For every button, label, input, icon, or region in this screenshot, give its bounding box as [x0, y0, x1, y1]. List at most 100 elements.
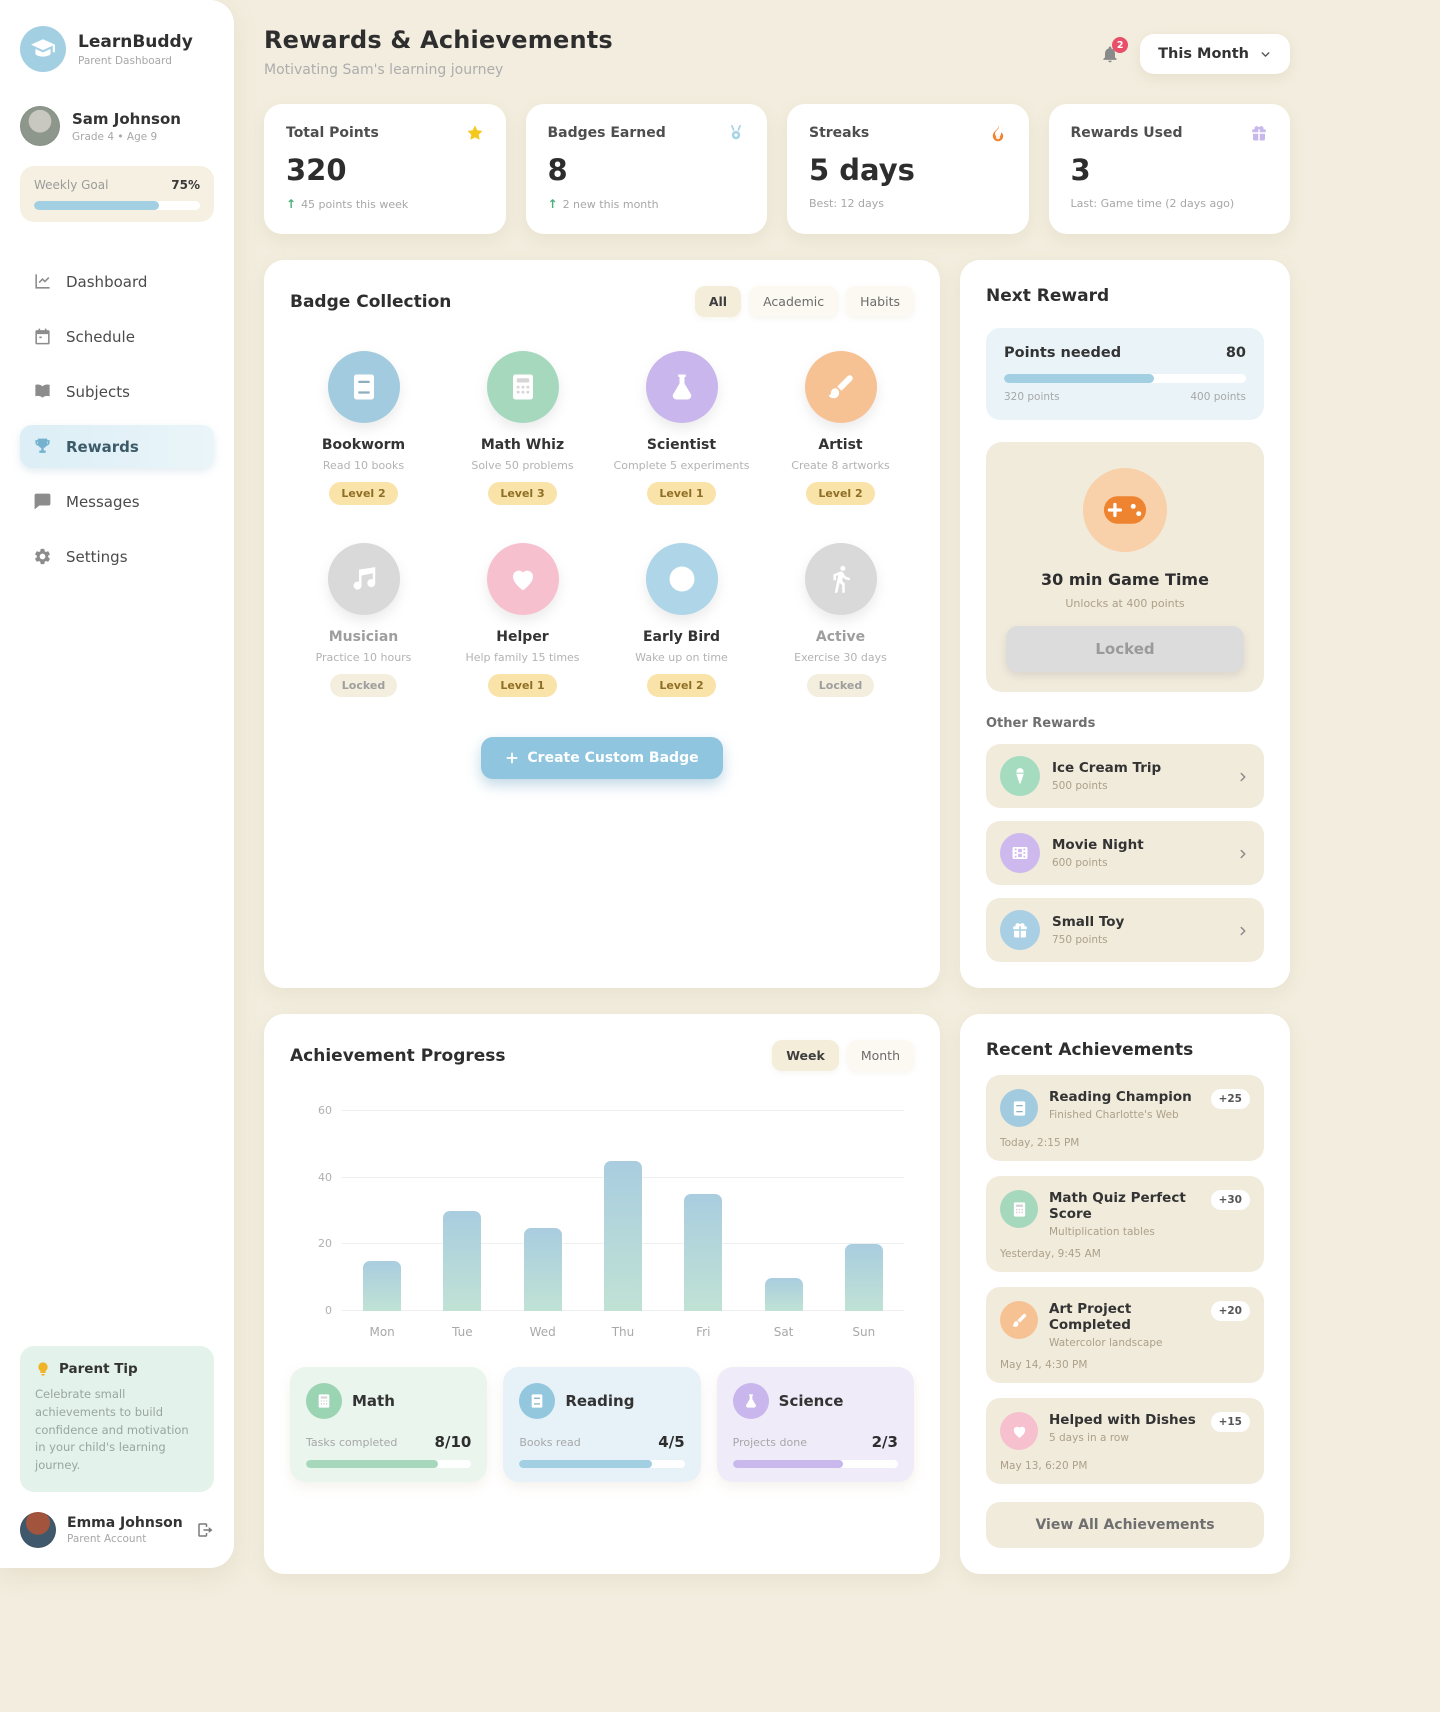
science-progress [732, 1460, 898, 1468]
filter-habits[interactable]: Habits [846, 286, 914, 317]
achievement-time: Yesterday, 9:45 AM [1000, 1248, 1101, 1260]
notification-badge: 2 [1112, 37, 1129, 53]
chart-bar [603, 1161, 642, 1311]
achievement-progress-card: Achievement Progress Week Month 0 20 40 60 M… [264, 1014, 940, 1574]
achievement-reading-champion[interactable]: Reading Champion Finished Charlotte's We… [986, 1075, 1264, 1161]
book-icon [327, 351, 400, 423]
badge-active[interactable]: Active Exercise 30 days Locked [767, 543, 914, 697]
points-progress [1004, 374, 1246, 383]
points-progress-fill [1004, 374, 1155, 383]
view-all-achievements-button[interactable]: View All Achievements [986, 1502, 1264, 1548]
chart-bar-column: Fri [684, 1111, 723, 1339]
sidebar-item-settings[interactable]: Settings [20, 535, 214, 578]
filter-all[interactable]: All [694, 286, 742, 317]
sidebar-item-dashboard[interactable]: Dashboard [20, 260, 214, 303]
filter-month[interactable]: Month [846, 1040, 914, 1071]
badge-artist[interactable]: Artist Create 8 artworks Level 2 [767, 351, 914, 505]
achievement-helped-dishes[interactable]: Helped with Dishes 5 days in a row +15 M… [986, 1398, 1264, 1484]
points-badge: +20 [1210, 1301, 1250, 1321]
badge-scientist[interactable]: Scientist Complete 5 experiments Level 1 [608, 351, 755, 505]
badge-bookworm[interactable]: Bookworm Read 10 books Level 2 [290, 351, 437, 505]
page-title: Rewards & Achievements [264, 26, 613, 54]
notifications-button[interactable]: 2 [1100, 37, 1129, 64]
stat-value: 5 days [809, 153, 915, 187]
grad-cap-icon [20, 26, 66, 72]
reward-ice-cream-trip[interactable]: Ice Cream Trip 500 points [986, 744, 1264, 808]
trophy-icon [33, 437, 52, 456]
sidebar-item-subjects[interactable]: Subjects [20, 370, 214, 413]
chart-bar-label: Fri [696, 1325, 711, 1339]
flame-icon [989, 124, 1007, 142]
calculator-icon [1000, 1190, 1038, 1228]
trend-up-arrow: ↑ [286, 197, 297, 211]
book-open-icon [33, 382, 52, 401]
gear-icon [33, 547, 52, 566]
stat-card-streaks: Streaks 5 days Best: 12 days [787, 104, 1029, 234]
sidebar-item-messages[interactable]: Messages [20, 480, 214, 523]
create-custom-badge-button[interactable]: Create Custom Badge [481, 737, 723, 779]
chart-bar-label: Mon [369, 1325, 395, 1339]
chart-bar-label: Tue [452, 1325, 473, 1339]
filter-academic[interactable]: Academic [749, 286, 839, 317]
stat-value: 3 [1070, 153, 1091, 187]
badge-early-bird[interactable]: Early Bird Wake up on time Level 2 [608, 543, 755, 697]
badge-locked: Locked [329, 674, 398, 697]
badge-musician[interactable]: Musician Practice 10 hours Locked [290, 543, 437, 697]
chart-bar [764, 1277, 803, 1311]
sidebar-nav: Dashboard Schedule Subjects Rewards Mess… [20, 260, 214, 578]
film-icon [1000, 833, 1040, 873]
clock-icon [645, 543, 718, 615]
calendar-icon [33, 327, 52, 346]
recent-achievements-card: Recent Achievements Reading Champion Fin… [960, 1014, 1290, 1574]
reading-progress [519, 1460, 685, 1468]
chart-ytick: 40 [318, 1170, 332, 1184]
chart-bar-column: Sun [844, 1111, 883, 1339]
logout-icon[interactable] [196, 1521, 214, 1539]
chart-gridline: 60 [318, 1104, 904, 1117]
badge-math-whiz[interactable]: Math Whiz Solve 50 problems Level 3 [449, 351, 596, 505]
topbar: Rewards & Achievements Motivating Sam's … [264, 26, 1290, 78]
parent-name: Emma Johnson [67, 1515, 183, 1531]
star-icon [466, 124, 484, 142]
book-icon [1000, 1089, 1038, 1127]
badge-locked: Locked [806, 674, 875, 697]
student-meta: Grade 4 • Age 9 [72, 130, 158, 143]
sidebar-item-schedule[interactable]: Schedule [20, 315, 214, 358]
student-avatar [20, 106, 60, 146]
reward-small-toy[interactable]: Small Toy 750 points [986, 898, 1264, 962]
heart-icon [1000, 1412, 1038, 1450]
subject-card-math: Math Tasks completed 8/10 [290, 1367, 488, 1482]
gift-icon [1000, 910, 1040, 950]
runner-icon [804, 543, 877, 615]
achievement-math-quiz[interactable]: Math Quiz Perfect Score Multiplication t… [986, 1176, 1264, 1272]
points-current: 320 points [1004, 391, 1060, 403]
chart-bar [443, 1211, 482, 1311]
period-selector[interactable]: This Month [1140, 34, 1290, 74]
parent-account: Emma Johnson Parent Account [20, 1512, 214, 1548]
chart-bar [844, 1244, 883, 1311]
locked-button[interactable]: Locked [1006, 626, 1244, 672]
filter-week[interactable]: Week [772, 1040, 839, 1071]
gamepad-icon [1083, 468, 1167, 552]
chart-bar-column: Mon [363, 1111, 402, 1339]
reward-movie-night[interactable]: Movie Night 600 points [986, 821, 1264, 885]
sidebar-item-rewards[interactable]: Rewards [20, 425, 214, 468]
subject-card-reading: Reading Books read 4/5 [503, 1367, 701, 1482]
ice-cream-icon [1000, 756, 1040, 796]
stat-value: 320 [286, 153, 347, 187]
badge-helper[interactable]: Helper Help family 15 times Level 1 [449, 543, 596, 697]
plus-icon [505, 751, 519, 765]
stat-card-rewards-used: Rewards Used 3 Last: Game time (2 days a… [1048, 104, 1290, 234]
badge-level: Level 1 [488, 674, 557, 697]
sidebar: LearnBuddy Parent Dashboard Sam Johnson … [0, 0, 234, 1568]
weekly-goal-progress-fill [34, 201, 159, 210]
chart-bar-column: Sat [764, 1111, 803, 1339]
chart-ytick: 20 [318, 1237, 332, 1251]
parent-tip-body: Celebrate small achievements to build co… [35, 1386, 189, 1473]
chart-bar [363, 1261, 402, 1311]
student-profile[interactable]: Sam Johnson Grade 4 • Age 9 [20, 106, 214, 146]
chart-bar-label: Sat [773, 1325, 794, 1339]
brush-icon [804, 351, 877, 423]
page-subtitle: Motivating Sam's learning journey [264, 62, 504, 78]
achievement-art-project[interactable]: Art Project Completed Watercolor landsca… [986, 1287, 1264, 1383]
